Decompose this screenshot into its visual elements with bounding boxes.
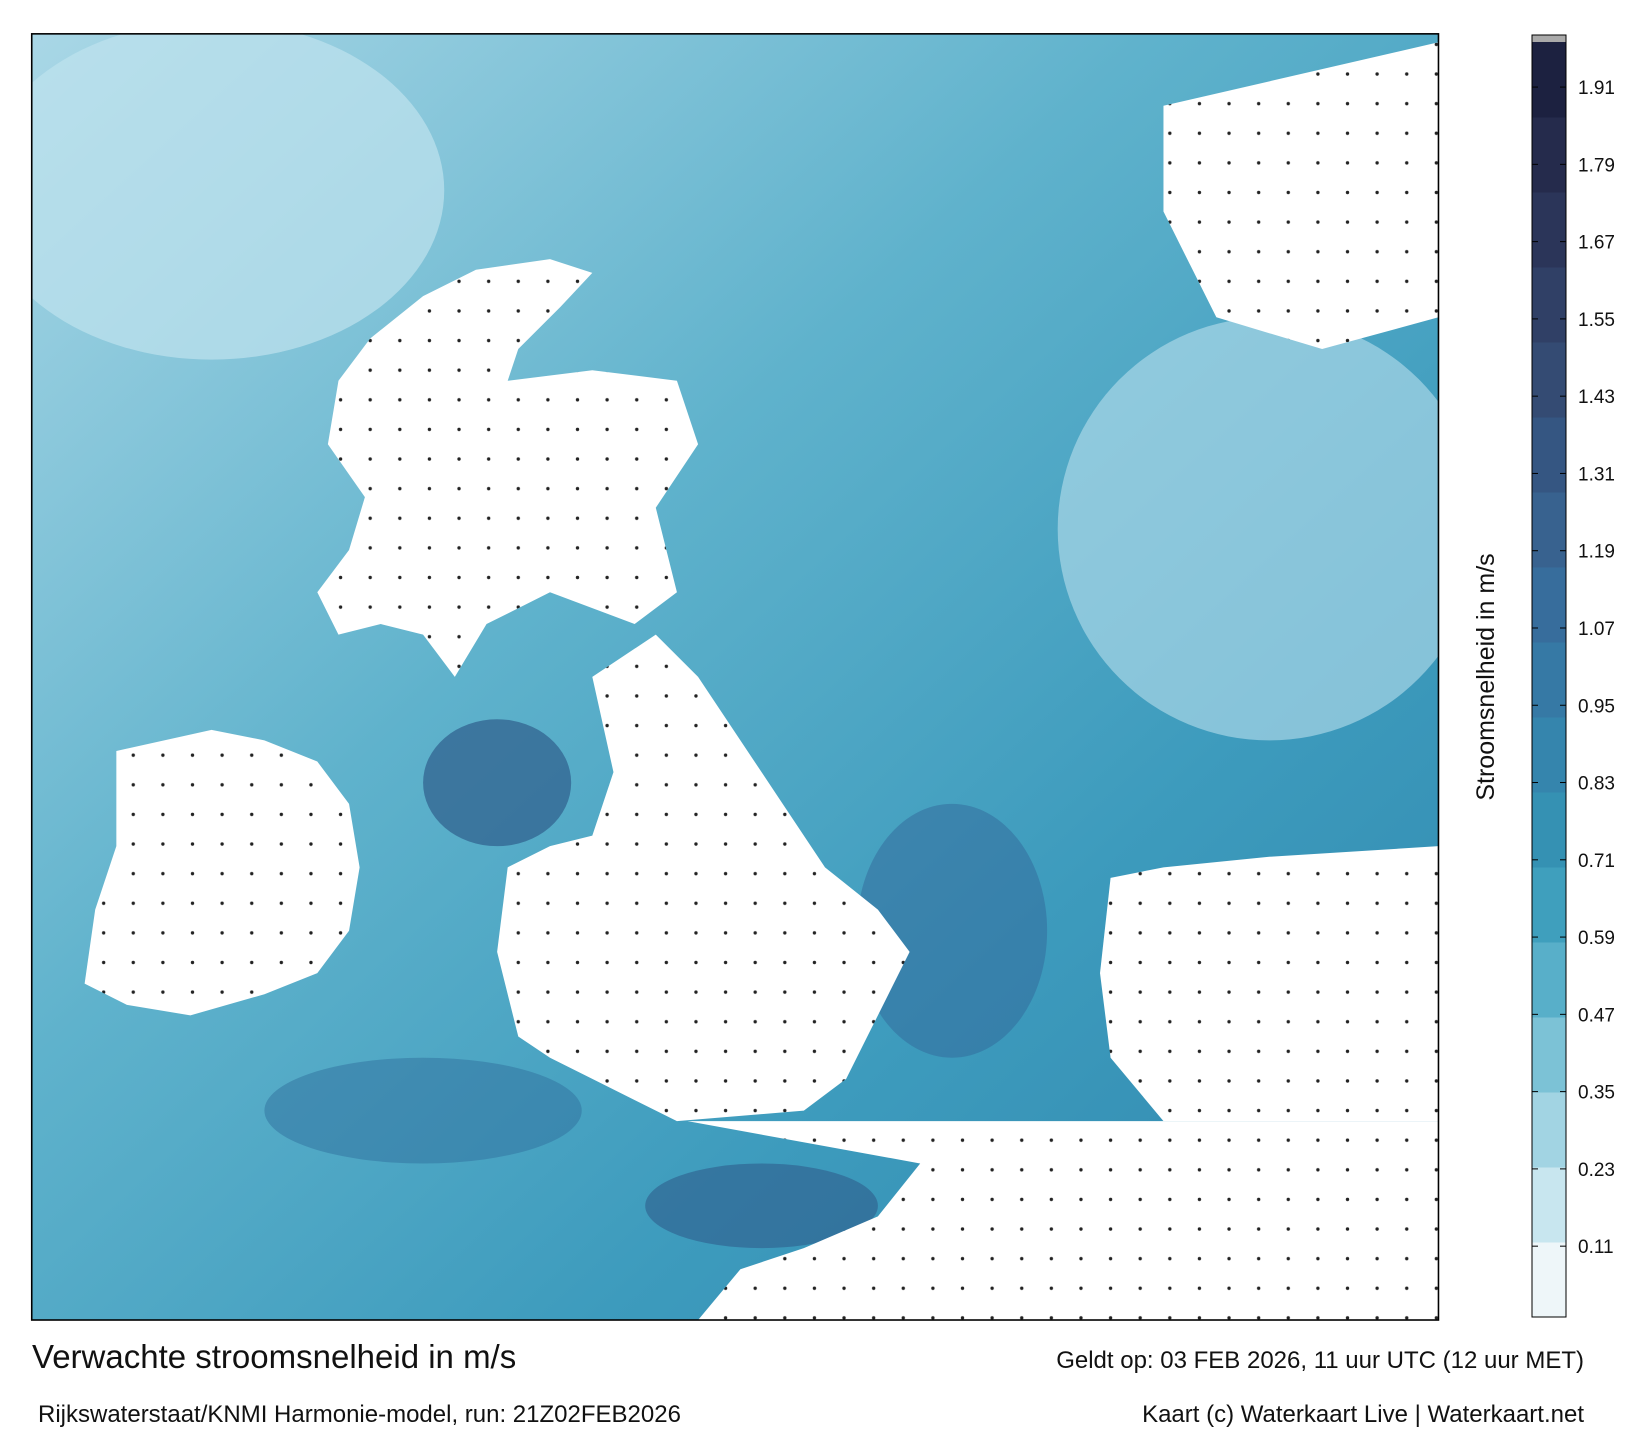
colorbar-tick-label: 1.43 — [1578, 387, 1615, 408]
colorbar-tick-label: 0.35 — [1578, 1083, 1615, 1104]
credit: Kaart (c) Waterkaart Live | Waterkaart.n… — [1142, 1401, 1584, 1428]
subtitle: Rijkswaterstaat/KNMI Harmonie-model, run… — [38, 1401, 681, 1428]
land — [497, 634, 910, 1122]
colorbar-band — [1532, 192, 1566, 268]
colorbar-band — [1532, 717, 1566, 793]
land — [84, 729, 360, 1016]
shallow-water — [1057, 317, 1439, 741]
colorbar-tick-label: 1.91 — [1578, 78, 1615, 99]
colorbar-tick-label: 1.55 — [1578, 310, 1615, 331]
strong-current — [423, 719, 572, 847]
colorbar-band — [1532, 1017, 1566, 1093]
valid-time: Geldt op: 03 FEB 2026, 11 uur UTC (12 uu… — [1056, 1347, 1584, 1374]
colorbar-band — [1532, 342, 1566, 418]
land — [317, 259, 699, 677]
map — [30, 33, 1440, 1321]
strong-current — [645, 1163, 878, 1249]
colorbar-band — [1532, 567, 1566, 643]
colorbar-tick-label: 1.31 — [1578, 464, 1615, 485]
colorbar-tick-label: 0.83 — [1578, 774, 1615, 795]
colorbar-tick-label: 0.71 — [1578, 851, 1615, 872]
shallow-water — [31, 33, 445, 360]
colorbar-frame — [1531, 34, 1567, 1318]
colorbar-tick-label: 0.11 — [1578, 1237, 1614, 1258]
colorbar-tick-label: 0.23 — [1578, 1160, 1615, 1181]
colorbar-band — [1532, 117, 1566, 193]
colorbar-band — [1532, 942, 1566, 1018]
colorbar-band — [1532, 417, 1566, 493]
colorbar-cap — [1532, 35, 1566, 42]
colorbar-tick-label: 1.79 — [1578, 155, 1615, 176]
title: Verwachte stroomsnelheid in m/s — [32, 1338, 516, 1375]
colorbar-band — [1532, 642, 1566, 718]
colorbar-band — [1532, 867, 1566, 943]
colorbar-label: Stroomsnelheid in m/s — [1472, 553, 1500, 800]
strong-current — [856, 803, 1048, 1058]
colorbar-tick-label: 1.19 — [1578, 542, 1615, 563]
colorbar-tick-label: 1.07 — [1578, 619, 1615, 640]
map-area — [31, 33, 1439, 1321]
colorbar-band — [1532, 492, 1566, 568]
colorbar-band — [1532, 792, 1566, 868]
land — [687, 1121, 1439, 1321]
strong-current — [264, 1057, 582, 1164]
colorbar-band — [1532, 1242, 1566, 1318]
colorbar-tick-label: 0.95 — [1578, 696, 1615, 717]
colorbar-tick-label: 0.59 — [1578, 928, 1615, 949]
land — [1100, 846, 1439, 1122]
colorbar-band — [1532, 1092, 1566, 1168]
map-frame — [30, 33, 1440, 1321]
land — [1163, 42, 1439, 350]
colorbar-band — [1532, 267, 1566, 343]
colorbar-tick-label: 0.47 — [1578, 1005, 1615, 1026]
colorbar-band — [1532, 1167, 1566, 1243]
colorbar-band — [1532, 42, 1566, 118]
colorbar: 0.11 0.23 0.35 0.47 0.59 0.71 0.83 0.95 1.07 1.19… — [1531, 34, 1615, 1318]
colorbar-tick-label: 1.67 — [1578, 233, 1615, 254]
